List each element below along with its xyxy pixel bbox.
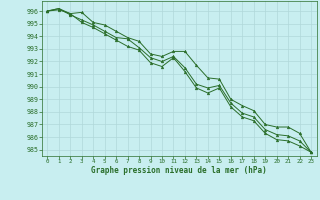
X-axis label: Graphe pression niveau de la mer (hPa): Graphe pression niveau de la mer (hPa): [91, 166, 267, 175]
